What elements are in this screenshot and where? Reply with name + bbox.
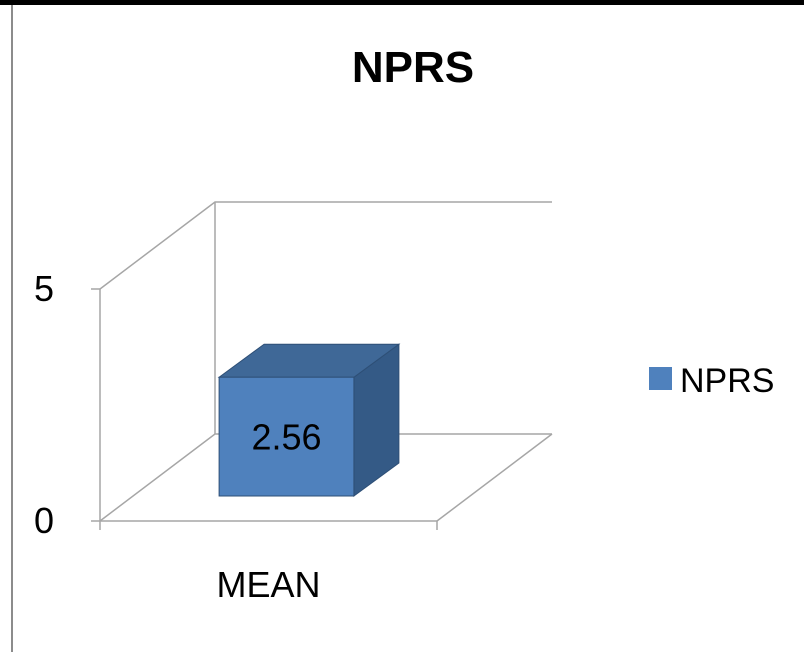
legend-label: NPRS bbox=[680, 362, 774, 400]
x-tick-label-mean: MEAN bbox=[216, 564, 320, 605]
gridline-5 bbox=[99, 201, 552, 290]
top-frame-border bbox=[0, 0, 804, 5]
chart-title: NPRS bbox=[352, 43, 474, 92]
y-tick-label-0: 0 bbox=[34, 500, 54, 541]
legend-swatch bbox=[649, 367, 672, 390]
y-tick-label-5: 5 bbox=[34, 268, 54, 309]
floor-right-edge bbox=[436, 433, 553, 522]
data-label-0: 2.56 bbox=[251, 417, 321, 458]
plot-area: 0 5 MEAN 2.56 bbox=[34, 201, 553, 605]
left-frame-border bbox=[11, 5, 13, 652]
legend: NPRS bbox=[649, 362, 774, 400]
bar-mean bbox=[218, 376, 355, 497]
